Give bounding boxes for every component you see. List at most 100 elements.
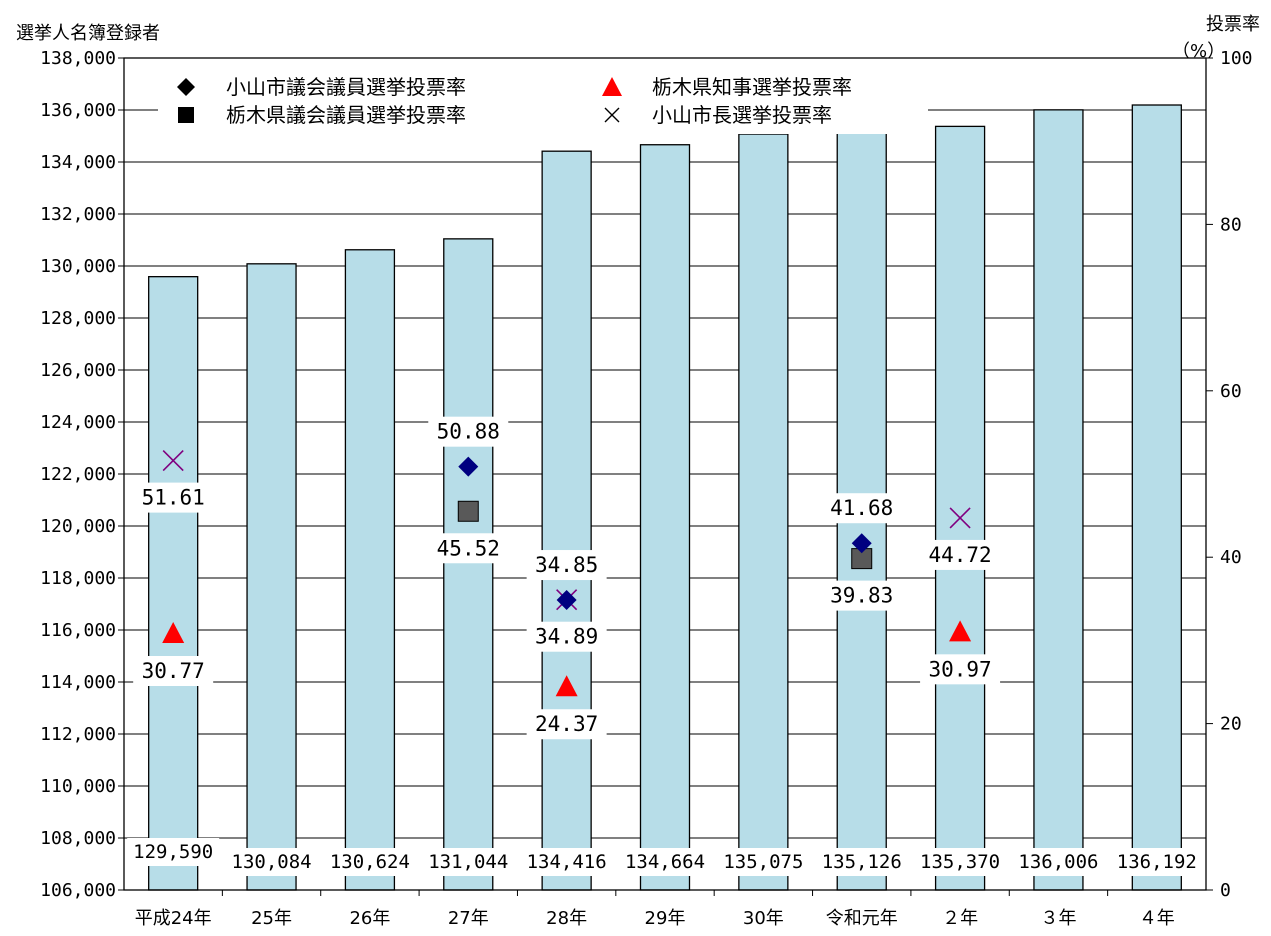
legend-square-icon [178, 107, 194, 123]
legend-x-icon [604, 107, 620, 123]
legend-bg [158, 68, 928, 134]
bar-value-label: 130,084 [232, 851, 312, 873]
triangle-marker [555, 675, 578, 697]
bar [1131, 104, 1182, 891]
left-tick-label: 108,000 [40, 828, 116, 849]
right-tick-label: 100 [1220, 48, 1253, 69]
x-tick-label: 26年 [349, 908, 390, 929]
point-label: 34.85 [535, 553, 598, 577]
bar-value-label: 135,075 [723, 851, 803, 873]
point-label: 24.37 [535, 712, 598, 736]
x-marker [162, 450, 184, 472]
right-tick-label: 60 [1220, 381, 1242, 402]
right-axis-title: 投票率 [1206, 14, 1260, 35]
left-tick-label: 122,000 [40, 464, 116, 485]
x-tick-label: 令和元年 [826, 908, 898, 929]
left-axis-title: 選挙人名簿登録者 [16, 23, 160, 44]
x-marker [949, 507, 971, 529]
bar-value-label-bg [422, 848, 515, 876]
bar [1033, 109, 1084, 891]
left-tick-label: 130,000 [40, 256, 116, 277]
point-label: 51.61 [142, 486, 205, 510]
point-label-bg [428, 533, 509, 564]
bar-value-label-bg [619, 848, 711, 876]
bar-value-label: 135,370 [920, 851, 1000, 873]
point-label: 39.83 [830, 584, 893, 608]
point-label: 45.52 [437, 536, 500, 560]
legend-label: 栃木県知事選挙投票率 [652, 75, 852, 99]
point-label-bg [526, 550, 607, 581]
point-label-bg [133, 482, 214, 513]
point-label: 34.89 [535, 625, 598, 649]
bar-value-label-bg [717, 848, 810, 876]
point-label-bg [920, 539, 1001, 570]
bar-value-label-bg [914, 848, 1007, 876]
bar-value-label: 134,416 [527, 851, 607, 873]
right-tick-label: 0 [1220, 880, 1231, 901]
point-label-bg [920, 654, 1001, 685]
x-tick-label: 27年 [448, 908, 489, 929]
left-tick-label: 118,000 [40, 568, 116, 589]
bar [934, 125, 986, 891]
left-tick-label: 116,000 [40, 620, 116, 641]
point-label: 41.68 [830, 496, 893, 520]
diamond-marker [851, 533, 872, 554]
bar [148, 276, 199, 891]
bar-value-label-bg [127, 838, 220, 866]
bar-value-label: 135,126 [822, 851, 902, 873]
right-tick-label: 80 [1220, 214, 1242, 235]
bar-value-label-bg [520, 848, 613, 876]
bar-value-label: 136,192 [1117, 851, 1197, 873]
left-tick-label: 112,000 [40, 724, 116, 745]
right-axis-unit: （%） [1172, 41, 1226, 62]
point-label-bg [133, 655, 214, 686]
bar-value-label: 130,624 [330, 851, 410, 873]
bar [246, 263, 297, 891]
left-tick-label: 106,000 [40, 880, 116, 901]
bar [541, 150, 592, 891]
point-label-bg [428, 416, 509, 447]
left-tick-label: 138,000 [40, 48, 116, 69]
point-label: 30.77 [142, 659, 205, 683]
left-tick-label: 132,000 [40, 204, 116, 225]
bar-value-label-bg [815, 848, 908, 876]
legend-label: 栃木県議会議員選挙投票率 [226, 103, 466, 127]
point-label-bg [526, 621, 607, 652]
bar-value-label: 134,664 [625, 851, 705, 873]
left-tick-label: 120,000 [40, 516, 116, 537]
left-tick-label: 110,000 [40, 776, 116, 797]
triangle-marker [949, 620, 972, 642]
x-tick-label: 25年 [251, 908, 292, 929]
triangle-marker [162, 621, 185, 643]
point-label: 30.97 [928, 657, 991, 681]
left-tick-label: 128,000 [40, 308, 116, 329]
diamond-marker [458, 456, 479, 477]
legend-diamond-icon [177, 78, 195, 96]
bar [443, 238, 494, 891]
left-tick-label: 136,000 [40, 100, 116, 121]
point-label-bg [526, 709, 607, 740]
bar-value-label-bg [1110, 848, 1203, 876]
bar [639, 144, 691, 891]
point-label-bg [821, 493, 902, 524]
x-tick-label: 30年 [743, 908, 784, 929]
x-tick-label: 28年 [546, 908, 587, 929]
left-tick-label: 114,000 [40, 672, 116, 693]
x-tick-label: ４年 [1139, 908, 1175, 929]
bar-value-label: 131,044 [428, 851, 508, 873]
bar-value-label-bg [323, 848, 416, 876]
point-label: 44.72 [928, 543, 991, 567]
left-tick-label: 134,000 [40, 152, 116, 173]
point-label: 50.88 [437, 420, 500, 444]
square-marker [457, 500, 479, 522]
legend-label: 小山市議会議員選挙投票率 [226, 75, 466, 99]
left-tick-label: 126,000 [40, 360, 116, 381]
bar-value-label: 129,590 [133, 841, 213, 863]
diamond-marker [556, 590, 577, 611]
bar-value-label-bg [1012, 848, 1105, 876]
bar [738, 133, 789, 891]
plot-frame [123, 57, 1207, 891]
right-tick-label: 20 [1220, 714, 1242, 735]
